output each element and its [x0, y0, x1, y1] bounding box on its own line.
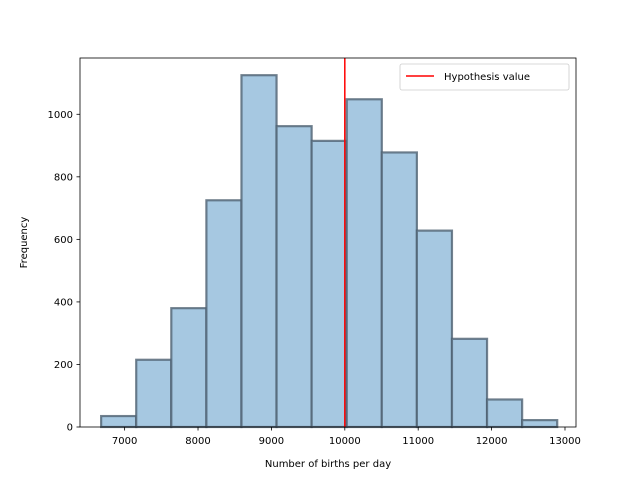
- y-axis-ticks: 0 200 400 600 800 1000: [48, 110, 80, 434]
- x-tick-label-4: 11000: [402, 436, 434, 447]
- histogram-bar-7: [345, 98, 383, 429]
- x-tick-label-5: 12000: [476, 436, 508, 447]
- histogram-bar-4: [240, 74, 278, 429]
- histogram-bar-10: [450, 337, 489, 429]
- y-tick-label-3: 600: [54, 235, 73, 246]
- y-axis-label: Frequency: [19, 217, 30, 269]
- histogram-bar-11: [485, 398, 524, 429]
- y-tick-label-5: 1000: [48, 110, 73, 121]
- histogram-bar-1: [135, 358, 173, 429]
- legend-box: [399, 63, 570, 91]
- x-axis-ticks: 7000 8000 9000 10000 11000 12000 13000: [112, 427, 581, 447]
- x-tick-label-6: 13000: [549, 436, 581, 447]
- legend-label-hypothesis: Hypothesis value: [444, 72, 530, 83]
- histogram-bar-5: [275, 125, 313, 429]
- histogram-bar-2: [170, 307, 208, 429]
- axes-frame: [79, 57, 577, 428]
- legend: Hypothesis value: [399, 63, 570, 91]
- y-tick-label-1: 200: [54, 360, 73, 371]
- histogram-bar-6: [310, 139, 348, 429]
- y-tick-label-0: 0: [67, 423, 73, 434]
- histogram-bar-8: [380, 151, 418, 429]
- histogram-bar-3: [205, 199, 243, 429]
- x-axis-label: Number of births per day: [265, 459, 391, 470]
- x-tick-label-0: 7000: [112, 436, 137, 447]
- y-tick-label-4: 800: [54, 172, 73, 183]
- x-tick-label-3: 10000: [329, 436, 361, 447]
- x-tick-label-1: 8000: [185, 436, 210, 447]
- histogram-bar-9: [415, 229, 454, 429]
- histogram-bar-12: [521, 419, 559, 429]
- x-tick-label-2: 9000: [259, 436, 284, 447]
- y-tick-label-2: 400: [54, 297, 73, 308]
- histogram-bar-0: [100, 414, 138, 429]
- bars-group: [100, 74, 559, 429]
